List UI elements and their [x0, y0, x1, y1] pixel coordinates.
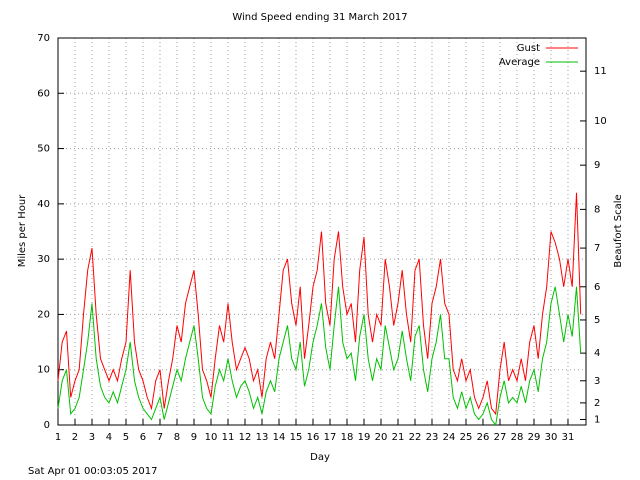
chart-title: Wind Speed ending 31 March 2017	[232, 12, 407, 23]
x-tick-label: 31	[562, 432, 575, 443]
y-tick-label: 60	[37, 88, 50, 99]
x-tick-label: 8	[174, 432, 180, 443]
y2-axis-label: Beaufort Scale	[613, 194, 624, 267]
y2-tick-label: 3	[594, 376, 600, 387]
y2-tick-label: 1	[594, 414, 600, 425]
x-tick-label: 17	[324, 432, 337, 443]
x-tick-label: 6	[140, 432, 146, 443]
x-tick-label: 30	[545, 432, 558, 443]
legend-label: Average	[499, 57, 540, 68]
x-tick-label: 29	[528, 432, 541, 443]
x-tick-label: 7	[157, 432, 163, 443]
x-tick-label: 22	[409, 432, 422, 443]
x-tick-label: 1	[55, 432, 61, 443]
x-tick-label: 5	[123, 432, 129, 443]
x-tick-label: 14	[273, 432, 286, 443]
x-tick-label: 19	[358, 432, 371, 443]
x-tick-label: 12	[239, 432, 252, 443]
y-tick-label: 50	[37, 144, 50, 155]
x-tick-label: 26	[477, 432, 490, 443]
x-tick-label: 4	[106, 432, 112, 443]
footer: Sat Apr 01 00:03:05 2017	[28, 466, 158, 477]
x-tick-label: 23	[426, 432, 439, 443]
x-tick-label: 20	[375, 432, 388, 443]
x-axis-label: Day	[310, 452, 330, 463]
y-tick-label: 20	[37, 309, 50, 320]
x-tick-label: 27	[494, 432, 507, 443]
x-tick-label: 10	[205, 432, 218, 443]
x-tick-label: 15	[290, 432, 303, 443]
y2-tick-label: 4	[594, 348, 600, 359]
legend-label: Gust	[517, 43, 540, 54]
y2-tick-label: 9	[594, 160, 600, 171]
x-tick-label: 9	[191, 432, 197, 443]
y-tick-label: 0	[44, 420, 50, 431]
x-tick-label: 24	[443, 432, 456, 443]
x-tick-label: 13	[256, 432, 269, 443]
x-tick-label: 11	[222, 432, 235, 443]
y2-tick-label: 8	[594, 204, 600, 215]
x-tick-label: 28	[511, 432, 524, 443]
x-tick-label: 2	[72, 432, 78, 443]
y2-tick-label: 7	[594, 243, 600, 254]
x-tick-label: 18	[341, 432, 354, 443]
y-tick-label: 70	[37, 33, 50, 44]
y2-tick-label: 5	[594, 315, 600, 326]
x-tick-label: 21	[392, 432, 405, 443]
x-tick-label: 25	[460, 432, 473, 443]
y-tick-label: 40	[37, 199, 50, 210]
y-tick-label: 10	[37, 365, 50, 376]
x-tick-label: 3	[89, 432, 95, 443]
x-tick-label: 16	[307, 432, 320, 443]
y2-tick-label: 10	[594, 116, 607, 127]
y-axis-label: Miles per Hour	[17, 194, 28, 267]
y2-tick-label: 2	[594, 398, 600, 409]
data-line	[57, 192, 582, 416]
data-line	[57, 286, 582, 427]
y2-tick-label: 11	[594, 66, 607, 77]
y-tick-label: 30	[37, 254, 50, 265]
plot-frame	[57, 37, 587, 426]
y2-tick-label: 6	[594, 282, 600, 293]
